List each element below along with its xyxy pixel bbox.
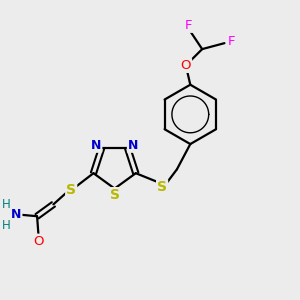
- Text: O: O: [33, 235, 44, 248]
- Text: S: S: [66, 182, 76, 197]
- Text: S: S: [110, 188, 120, 202]
- Text: O: O: [181, 59, 191, 72]
- Text: N: N: [91, 139, 101, 152]
- Text: N: N: [11, 208, 22, 221]
- Text: H: H: [2, 219, 10, 232]
- Text: F: F: [228, 35, 236, 48]
- Text: F: F: [185, 19, 193, 32]
- Text: H: H: [2, 198, 10, 211]
- Text: N: N: [128, 139, 138, 152]
- Text: S: S: [157, 180, 167, 194]
